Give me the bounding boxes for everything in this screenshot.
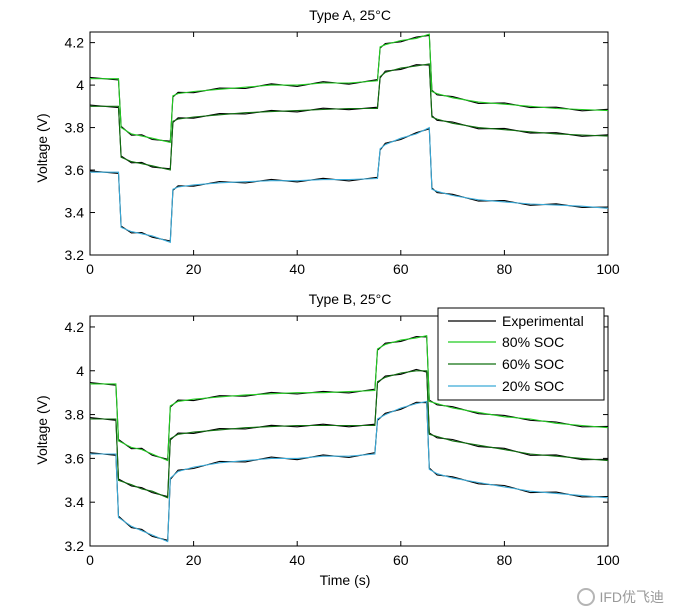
- series-line-60-soc: [90, 370, 609, 499]
- y-tick-label: 3.8: [65, 407, 85, 423]
- series-line-experimental-80-soc: [89, 336, 609, 461]
- series-line-80-soc: [90, 33, 609, 144]
- y-tick-label: 3.8: [65, 120, 85, 136]
- chart-panel-type-a: Type A, 25°C Voltage (V) 0 20 40 60 80 100 3.2…: [34, 7, 620, 277]
- series-line-80-soc: [90, 335, 609, 462]
- series-line-experimental-20-soc: [89, 401, 609, 541]
- wechat-icon: [577, 588, 596, 606]
- x-tick-label: 40: [289, 261, 305, 277]
- y-tick-label: 3.2: [65, 538, 85, 554]
- y-tick-label: 3.2: [65, 247, 85, 263]
- x-tick-label: 60: [393, 552, 409, 568]
- series-line-experimental-60-soc: [89, 64, 609, 170]
- series-line-experimental-60-soc: [89, 368, 609, 498]
- series-line-experimental-80-soc: [89, 34, 609, 142]
- watermark-text: IFD优飞迪: [599, 589, 664, 605]
- x-tick-label: 100: [596, 261, 620, 277]
- y-axis-label: Voltage (V): [34, 113, 50, 182]
- chart-title: Type B, 25°C: [309, 291, 392, 307]
- x-axis-label: Time (s): [320, 572, 371, 588]
- y-tick-label: 3.6: [65, 162, 85, 178]
- x-tick-label: 80: [497, 261, 513, 277]
- x-tick-label: 20: [186, 552, 202, 568]
- series-lines: [89, 335, 609, 543]
- x-tick-label: 20: [186, 261, 202, 277]
- chart-title: Type A, 25°C: [309, 7, 391, 23]
- x-tick-label: 60: [393, 261, 409, 277]
- y-tick-label: 4.2: [65, 35, 85, 51]
- series-line-20-soc: [90, 400, 609, 543]
- legend-label-experimental: Experimental: [502, 313, 584, 329]
- series-line-20-soc: [90, 126, 609, 244]
- y-axis-label: Voltage (V): [34, 395, 50, 464]
- y-tick-label: 4: [76, 77, 84, 93]
- series-line-60-soc: [90, 63, 609, 171]
- legend: Experimental 80% SOC 60% SOC 20% SOC: [437, 307, 605, 401]
- x-tick-label: 100: [596, 552, 620, 568]
- legend-label-60-soc: 60% SOC: [502, 356, 564, 372]
- y-tick-label: 3.4: [65, 494, 85, 510]
- x-tick-label: 0: [86, 261, 94, 277]
- plot-area: [89, 31, 609, 256]
- chart-panel-type-b: Type B, 25°C Voltage (V) Time (s) 0 20 40 6…: [34, 291, 620, 588]
- y-tick-label: 4.2: [65, 319, 85, 335]
- x-tick-label: 40: [289, 552, 305, 568]
- legend-box: [437, 307, 605, 401]
- x-tick-label: 0: [86, 552, 94, 568]
- series-line-experimental-20-soc: [89, 128, 609, 242]
- legend-label-80-soc: 80% SOC: [502, 334, 564, 350]
- y-tick-label: 3.6: [65, 450, 85, 466]
- axis-ticks: 0 20 40 60 80 100 3.2 3.4 3.6 3.8 4 4.2: [65, 32, 620, 277]
- legend-label-20-soc: 20% SOC: [502, 378, 564, 394]
- y-tick-label: 3.4: [65, 205, 85, 221]
- watermark: IFD优飞迪: [577, 587, 664, 607]
- y-tick-label: 4: [76, 363, 84, 379]
- axis-ticks: 0 20 40 60 80 100 3.2 3.4 3.6 3.8 4 4.2: [65, 316, 620, 568]
- series-lines: [89, 33, 609, 244]
- x-tick-label: 80: [497, 552, 513, 568]
